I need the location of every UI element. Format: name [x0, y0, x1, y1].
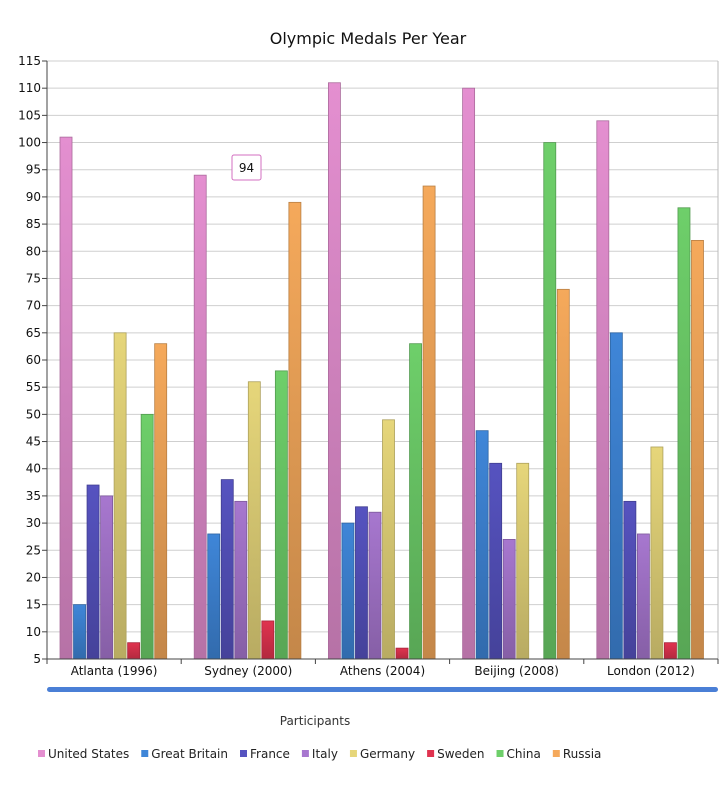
y-tick-label: 30: [26, 516, 41, 530]
bar[interactable]: [274, 370, 288, 660]
bar[interactable]: [691, 239, 704, 660]
y-axis: 5 10 15 20 25 30 35 40 45 50 55 60 65 70 75 80 85 90 95 100…: [18, 54, 48, 666]
bar[interactable]: [475, 430, 489, 660]
bar[interactable]: [516, 462, 530, 660]
bar[interactable]: [220, 479, 234, 660]
chart-title: Olympic Medals Per Year: [270, 29, 467, 48]
y-tick-label: 95: [26, 163, 41, 177]
y-tick-label: 20: [26, 570, 41, 584]
y-tick-label: 115: [18, 54, 41, 68]
bar[interactable]: [86, 484, 100, 660]
bar[interactable]: [154, 343, 168, 660]
bar[interactable]: [677, 207, 691, 660]
legend-label[interactable]: France: [250, 747, 290, 761]
bar[interactable]: [382, 419, 395, 660]
legend-label[interactable]: Italy: [312, 747, 338, 761]
y-tick-label: 25: [26, 543, 41, 557]
bar[interactable]: [502, 539, 516, 660]
bar[interactable]: [140, 413, 154, 660]
horizontal-scrollbar[interactable]: [47, 687, 718, 692]
bar[interactable]: [193, 174, 207, 660]
tooltip-value: 94: [239, 161, 254, 175]
y-tick-label: 10: [26, 625, 41, 639]
y-tick-label: 5: [33, 652, 41, 666]
bar[interactable]: [422, 185, 436, 660]
bar[interactable]: [100, 495, 113, 660]
bar[interactable]: [59, 136, 73, 660]
legend: United States Great Britain France Italy Ger…: [38, 747, 601, 761]
bar[interactable]: [234, 500, 248, 660]
bar[interactable]: [73, 604, 86, 660]
legend-swatch: [349, 750, 357, 757]
bar[interactable]: [327, 82, 341, 660]
legend-swatch: [240, 750, 247, 757]
y-tick-label: 45: [26, 435, 41, 449]
legend-label[interactable]: Great Britain: [151, 747, 228, 761]
y-tick-label: 100: [18, 136, 41, 150]
x-tick-label: Athens (2004): [340, 664, 425, 678]
legend-label[interactable]: Russia: [563, 747, 602, 761]
y-tick-label: 55: [26, 380, 41, 394]
bar[interactable]: [462, 87, 476, 660]
y-tick-label: 35: [26, 489, 41, 503]
y-tick-label: 75: [26, 271, 41, 285]
y-tick-label: 90: [26, 190, 41, 204]
legend-swatch: [427, 750, 435, 757]
y-tick-label: 60: [26, 353, 41, 367]
y-tick-label: 65: [26, 326, 41, 340]
bar[interactable]: [664, 642, 677, 660]
legend-swatch: [496, 750, 504, 757]
legend-label[interactable]: United States: [48, 747, 129, 761]
y-tick-label: 50: [26, 407, 41, 421]
bar[interactable]: [247, 381, 261, 660]
legend-label[interactable]: Sweden: [437, 747, 484, 761]
y-tick-label: 105: [18, 108, 41, 122]
x-tick-label: Beijing (2008): [474, 664, 559, 678]
y-tick-label: 15: [26, 598, 41, 612]
legend-swatch: [552, 750, 560, 757]
tooltip-box: [231, 154, 262, 181]
y-tick-label: 40: [26, 462, 41, 476]
bar[interactable]: [543, 142, 557, 660]
y-tick-label: 70: [26, 299, 41, 313]
x-tick-label: Atlanta (1996): [71, 664, 158, 678]
y-tick-label: 85: [26, 217, 41, 231]
x-tick-label: Sydney (2000): [204, 664, 292, 678]
bar[interactable]: [355, 506, 368, 660]
bar[interactable]: [113, 332, 127, 660]
y-tick-label: 80: [26, 244, 41, 258]
legend-label[interactable]: China: [507, 747, 541, 761]
y-tick-label: 110: [18, 81, 41, 95]
bar[interactable]: [636, 533, 650, 660]
tooltip: 94: [231, 154, 262, 181]
bar[interactable]: [556, 288, 570, 660]
bar[interactable]: [650, 446, 664, 660]
bar[interactable]: [368, 511, 382, 660]
bar[interactable]: [288, 201, 302, 660]
bar[interactable]: [489, 462, 503, 660]
bar[interactable]: [409, 343, 422, 660]
x-axis: Atlanta (1996) Sydney (2000) Athens (2004)…: [46, 658, 719, 678]
legend-title: Participants: [280, 714, 351, 728]
legend-swatch: [141, 750, 149, 757]
bar[interactable]: [207, 533, 221, 660]
bar[interactable]: [395, 647, 409, 660]
bar[interactable]: [609, 332, 623, 660]
bar[interactable]: [261, 620, 275, 660]
legend-swatch: [38, 750, 45, 757]
bars: [59, 82, 704, 660]
bar[interactable]: [341, 522, 355, 660]
bar[interactable]: [127, 642, 141, 660]
bar[interactable]: [623, 500, 637, 660]
x-tick-label: London (2012): [607, 664, 695, 678]
bar[interactable]: [596, 120, 610, 660]
legend-swatch: [301, 750, 309, 757]
legend-label[interactable]: Germany: [360, 747, 415, 761]
